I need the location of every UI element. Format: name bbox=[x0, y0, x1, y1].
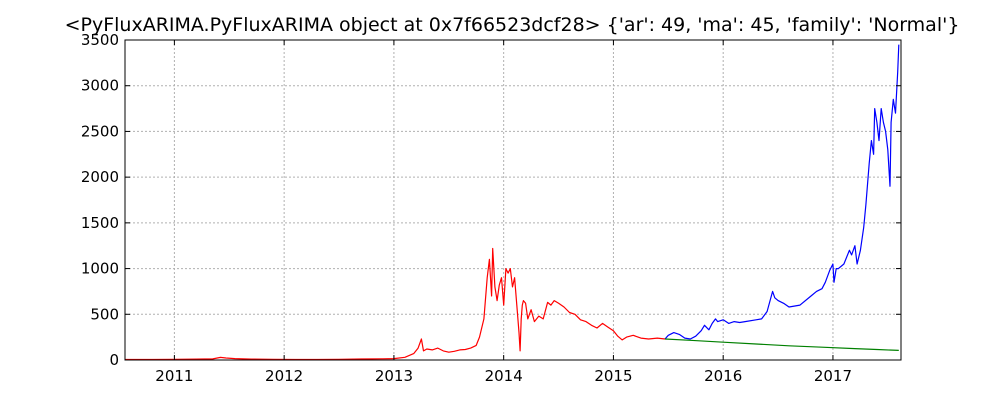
x-tick-label: 2015 bbox=[594, 367, 632, 385]
x-tick-label: 2017 bbox=[814, 367, 852, 385]
y-tick-label: 2500 bbox=[81, 122, 119, 140]
y-tick-label: 3500 bbox=[81, 31, 119, 49]
y-tick-label: 1500 bbox=[81, 214, 119, 232]
plot-frame bbox=[124, 39, 902, 361]
y-tick-label: 500 bbox=[90, 305, 119, 323]
series-line-1 bbox=[664, 44, 900, 340]
x-tick-label: 2013 bbox=[375, 367, 413, 385]
series-line-0 bbox=[125, 247, 666, 361]
x-tick-label: 2016 bbox=[704, 367, 742, 385]
y-tick-label: 3000 bbox=[81, 77, 119, 95]
x-tick-label: 2012 bbox=[265, 367, 303, 385]
x-tick-label: 2014 bbox=[485, 367, 523, 385]
y-tick-label: 2000 bbox=[81, 168, 119, 186]
series-lines bbox=[125, 44, 900, 361]
axis-ticks: 2011 2012 2013 2014 2015 2016 2017 0 500 1000 1500… bbox=[81, 31, 901, 385]
series-line-2 bbox=[664, 338, 899, 351]
chart-title: <PyFluxARIMA.PyFluxARIMA object at 0x7f6… bbox=[64, 14, 960, 36]
y-tick-label: 0 bbox=[109, 351, 119, 369]
x-tick-label: 2011 bbox=[155, 367, 193, 385]
y-tick-label: 1000 bbox=[81, 260, 119, 278]
grid-lines bbox=[125, 39, 901, 361]
